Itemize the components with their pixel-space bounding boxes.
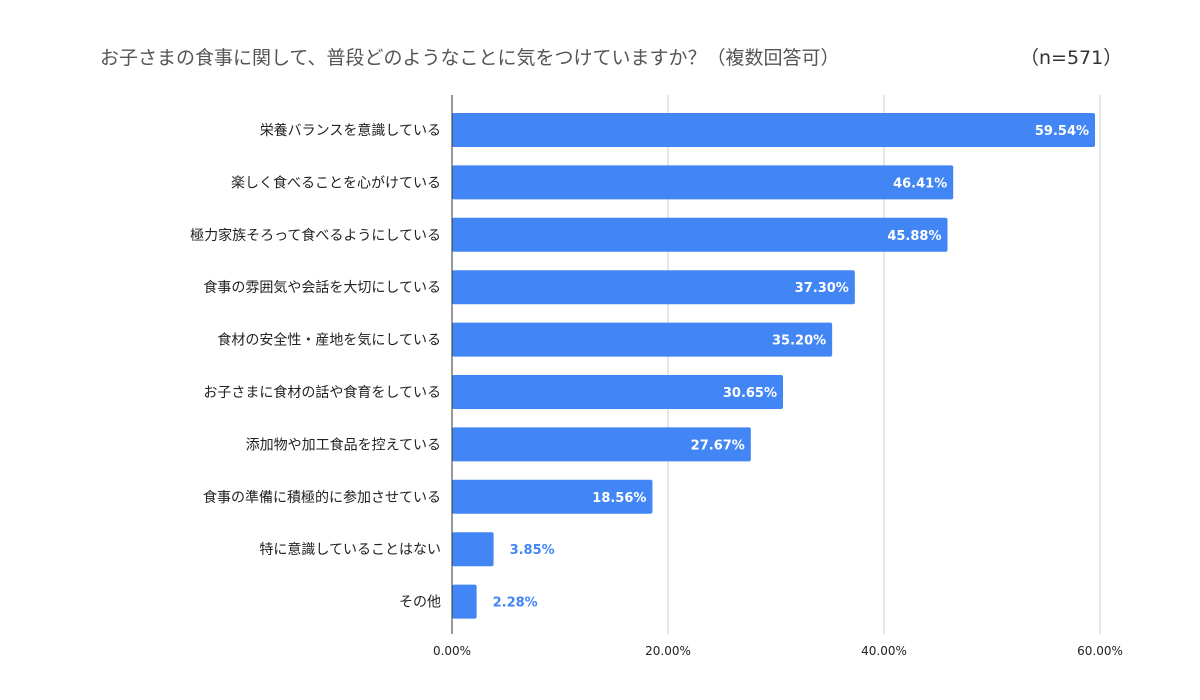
x-tick-label: 20.00% [645, 644, 691, 658]
category-label: 楽しく食べることを心がけている [231, 174, 441, 191]
bar [452, 113, 1096, 147]
bar [452, 165, 954, 200]
category-label: 栄養バランスを意識している [260, 122, 441, 139]
category-label: 極力家族そろって食べるようにしている [190, 227, 441, 244]
data-label: 3.85% [510, 543, 555, 558]
bar [452, 584, 477, 619]
bar [452, 427, 751, 462]
category-label: その他 [399, 595, 441, 611]
data-label: 27.67% [691, 438, 745, 453]
category-label: 添加物や加工食品を控えている [246, 436, 441, 453]
category-label: 特に意識していることはない [259, 541, 441, 558]
data-label: 30.65% [723, 386, 777, 401]
data-label: 37.30% [795, 281, 849, 296]
bar [452, 322, 833, 357]
category-label: 食事の雰囲気や会話を大切にしている [203, 279, 441, 296]
data-label: 35.20% [772, 334, 826, 349]
bar [452, 270, 855, 305]
bar [452, 375, 784, 409]
bar [452, 479, 653, 514]
data-label: 45.88% [887, 229, 941, 244]
x-tick-label: 40.00% [861, 644, 907, 658]
bar [452, 217, 948, 252]
x-tick-label: 60.00% [1077, 644, 1123, 658]
category-label: 食材の安全性・産地を気にしている [217, 332, 441, 349]
category-label: お子さまに食材の話や食育をしている [203, 384, 441, 401]
x-tick-label: 0.00% [433, 644, 471, 658]
data-label: 46.41% [893, 176, 947, 191]
data-label: 18.56% [592, 491, 646, 506]
category-label: 食事の準備に積極的に参加させている [203, 489, 441, 506]
data-label: 59.54% [1035, 124, 1089, 139]
sample-size-note: （n=571） [1020, 47, 1122, 69]
data-label: 2.28% [493, 596, 538, 611]
chart-title: お子さまの食事に関して、普段どのようなことに気をつけていますか？（複数回答可） [100, 47, 839, 69]
bar [452, 532, 494, 567]
